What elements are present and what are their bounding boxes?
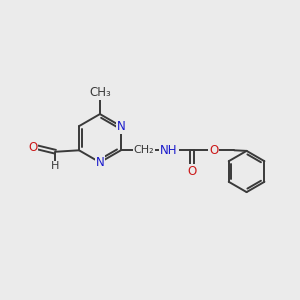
Text: O: O xyxy=(188,165,197,178)
Text: O: O xyxy=(28,141,37,154)
Text: N: N xyxy=(96,156,104,169)
Text: O: O xyxy=(209,144,218,157)
Text: CH₃: CH₃ xyxy=(89,86,111,99)
Text: H: H xyxy=(51,161,60,172)
Text: CH₂: CH₂ xyxy=(134,145,154,155)
Text: N: N xyxy=(116,120,125,133)
Text: NH: NH xyxy=(160,144,178,157)
